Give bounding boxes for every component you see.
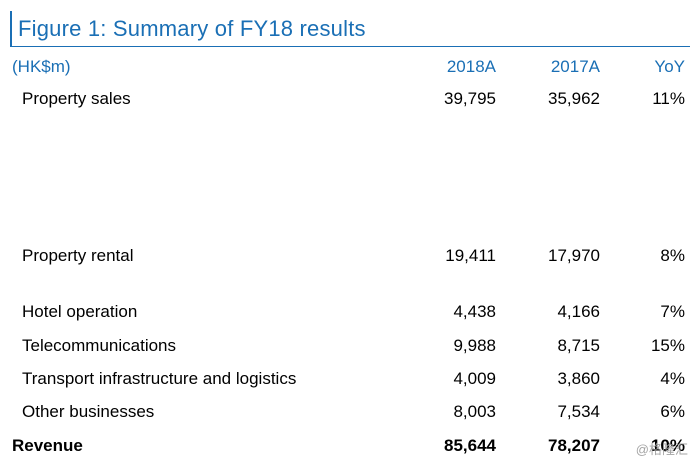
- header-2018a: 2018A: [446, 57, 496, 76]
- row-label-property-sales: Property sales: [22, 89, 131, 108]
- row-yoy-property-sales: 11%: [652, 89, 685, 108]
- row-2017-property-sales: 35,962: [548, 89, 600, 108]
- row-label-other-businesses: Other businesses: [22, 402, 155, 421]
- row-yoy-telecommunications: 15%: [650, 336, 685, 355]
- figure-title: Figure 1: Summary of FY18 results: [18, 16, 366, 41]
- header-yoy: YoY: [654, 57, 685, 76]
- row-2017-transport: 3,860: [557, 369, 600, 388]
- row-2018-property-sales: 39,795: [444, 89, 496, 108]
- row-yoy-transport: 4%: [660, 369, 685, 388]
- watermark: @格隆汇: [635, 442, 688, 457]
- row-2017-telecommunications: 8,715: [557, 336, 600, 355]
- header-unit: (HK$m): [12, 57, 71, 76]
- row-label-transport: Transport infrastructure and logistics: [22, 369, 297, 388]
- row-2017-property-rental: 17,970: [548, 246, 600, 265]
- row-2017-other-businesses: 7,534: [557, 402, 600, 421]
- row-yoy-other-businesses: 6%: [660, 402, 685, 421]
- row-2018-property-rental: 19,411: [445, 246, 496, 265]
- row-label-hotel-operation: Hotel operation: [22, 302, 138, 321]
- row-2018-other-businesses: 8,003: [453, 402, 496, 421]
- total-2017-revenue: 78,207: [548, 436, 600, 455]
- total-label-revenue: Revenue: [12, 436, 83, 455]
- row-label-property-rental: Property rental: [22, 246, 134, 265]
- total-yoy-revenue: 10%: [650, 436, 685, 455]
- row-2018-transport: 4,009: [453, 369, 496, 388]
- row-2018-hotel-operation: 4,438: [453, 302, 496, 321]
- header-2017a: 2017A: [550, 57, 600, 76]
- row-2018-telecommunications: 9,988: [453, 336, 496, 355]
- total-2018-revenue: 85,644: [444, 436, 496, 455]
- figure-title-box: Figure 1: Summary of FY18 results: [10, 11, 690, 47]
- row-yoy-hotel-operation: 7%: [660, 302, 685, 321]
- row-yoy-property-rental: 8%: [660, 246, 685, 265]
- row-label-telecommunications: Telecommunications: [22, 336, 177, 355]
- row-2017-hotel-operation: 4,166: [557, 302, 600, 321]
